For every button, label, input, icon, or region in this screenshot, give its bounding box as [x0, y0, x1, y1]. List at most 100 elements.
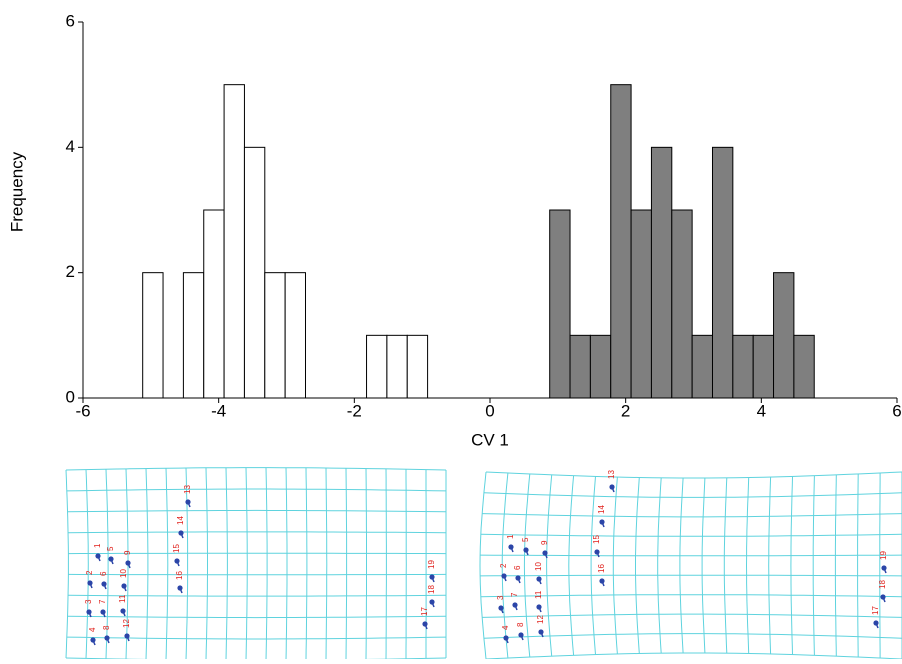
- grid-line: [791, 476, 793, 654]
- grid-line: [306, 468, 307, 659]
- bar: [387, 335, 407, 398]
- landmark: [501, 573, 506, 578]
- landmark: [121, 583, 126, 588]
- landmark: [518, 632, 523, 637]
- landmark-label: 4: [501, 625, 510, 630]
- landmark: [508, 544, 513, 549]
- landmark: [177, 585, 182, 590]
- landmark-label: 7: [510, 592, 519, 597]
- bar: [794, 335, 814, 398]
- x-tick-label: 2: [621, 401, 630, 420]
- landmark-label: 19: [427, 560, 436, 569]
- grid-line: [569, 476, 574, 656]
- landmark: [422, 621, 427, 626]
- bar: [367, 335, 387, 398]
- grid-line: [486, 472, 902, 478]
- landmark: [536, 576, 541, 581]
- grid-line: [680, 478, 683, 653]
- grid-line: [769, 477, 771, 654]
- landmark: [108, 556, 113, 561]
- landmark-label: 3: [496, 595, 505, 600]
- landmark: [599, 519, 604, 524]
- landmark: [124, 633, 129, 638]
- landmark: [101, 581, 106, 586]
- landmark: [609, 484, 614, 489]
- landmark-label: 12: [122, 619, 131, 628]
- x-tick-label: 0: [485, 401, 494, 420]
- grid-line: [591, 476, 595, 654]
- bar: [753, 335, 773, 398]
- grid-line: [346, 468, 347, 659]
- landmark: [100, 609, 105, 614]
- landmark-label: 9: [123, 550, 132, 555]
- landmark-label: 9: [540, 540, 549, 545]
- landmark: [174, 558, 179, 563]
- landmark: [498, 605, 503, 610]
- bar: [590, 335, 610, 398]
- landmark-label: 19: [879, 551, 888, 560]
- grid-line: [68, 532, 446, 533]
- landmark-label: 17: [871, 606, 880, 615]
- landmark: [429, 574, 434, 579]
- grid-line: [206, 468, 208, 659]
- bar: [244, 147, 264, 398]
- grid-line: [146, 469, 148, 660]
- grid-line: [481, 595, 902, 597]
- bar: [204, 210, 224, 398]
- bar: [183, 273, 203, 398]
- grid-line: [858, 474, 859, 657]
- bar: [611, 85, 631, 398]
- landmark: [104, 635, 109, 640]
- landmark-label: 14: [597, 505, 606, 514]
- grid-line: [702, 478, 705, 653]
- y-tick-label: 4: [66, 137, 75, 156]
- x-tick-label: -2: [347, 401, 362, 420]
- y-tick-label: 6: [66, 11, 75, 30]
- landmark: [86, 609, 91, 614]
- landmark: [87, 580, 92, 585]
- landmark: [503, 635, 508, 640]
- landmark-label: 3: [84, 599, 93, 604]
- y-tick-label: 0: [66, 387, 75, 406]
- landmark-label: 16: [597, 564, 606, 573]
- bar: [733, 335, 753, 398]
- landmark: [95, 553, 100, 558]
- x-tick-label: -4: [211, 401, 226, 420]
- landmark-label: 18: [427, 585, 436, 594]
- landmark: [599, 578, 604, 583]
- landmark: [429, 599, 434, 604]
- grid-line: [480, 575, 902, 576]
- grid-line: [68, 616, 447, 617]
- landmark-label: 18: [878, 580, 887, 589]
- y-axis-label: Frequency: [7, 151, 26, 232]
- deformation-grids: 1234567891011121314151617181912345678910…: [66, 468, 902, 659]
- landmark-label: 2: [499, 563, 508, 568]
- bar: [224, 85, 244, 398]
- landmark-label: 2: [85, 570, 94, 575]
- landmark-label: 8: [102, 625, 111, 630]
- landmark-label: 10: [119, 569, 128, 578]
- grid-line: [246, 468, 247, 659]
- grid-line: [66, 468, 446, 470]
- grid-line: [724, 478, 727, 653]
- landmark-label: 15: [172, 544, 181, 553]
- grid-line: [484, 634, 902, 639]
- landmark-label: 6: [99, 571, 108, 576]
- grid-line: [266, 468, 267, 659]
- grid-line: [636, 478, 640, 654]
- bar: [570, 335, 590, 398]
- grid-line: [186, 468, 188, 659]
- landmark: [542, 550, 547, 555]
- x-axis-label: CV 1: [471, 430, 509, 449]
- bar: [651, 147, 671, 398]
- grid-line: [366, 469, 367, 660]
- landmark-label: 7: [98, 599, 107, 604]
- landmark: [120, 608, 125, 613]
- landmark-label: 8: [516, 622, 525, 627]
- landmark-label: 11: [118, 594, 127, 603]
- grid-line: [480, 472, 486, 659]
- landmark: [536, 604, 541, 609]
- grid-line: [547, 475, 552, 656]
- bar: [407, 335, 427, 398]
- grid-line: [747, 478, 749, 654]
